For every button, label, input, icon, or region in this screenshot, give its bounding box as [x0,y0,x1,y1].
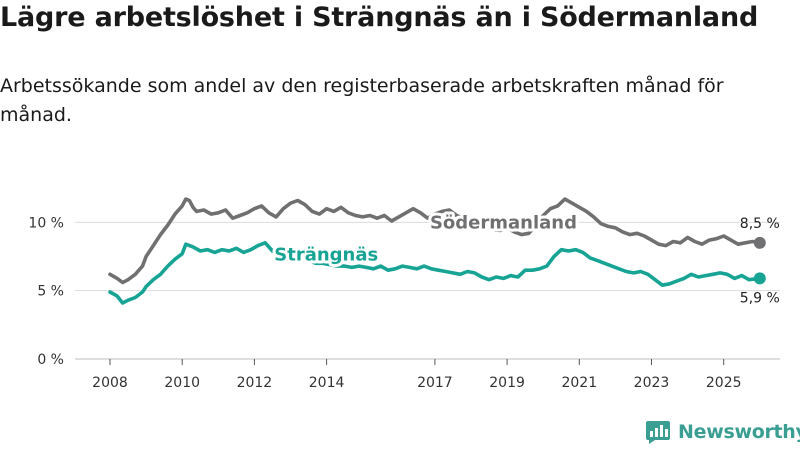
series-name-label-1: Strängnäs [274,244,378,265]
y-tick-label: 0 % [37,352,64,368]
y-tick-label: 5 % [37,284,64,300]
x-tick-label: 2023 [634,375,670,391]
brand-name: Newsworthy [678,421,800,443]
chart-subtitle: Arbetssökande som andel av den registerb… [0,75,724,126]
series-end-marker-1 [753,272,766,285]
y-axis-ticks: 0 % 5 % 10 % [28,215,64,368]
gridlines [75,221,780,360]
chart-title: Lägre arbetslöshet i Strängnäs än i Söde… [0,2,759,33]
series-labels: 8,5 % 5,9 % Södermanland Strängnäs [271,209,780,306]
newsworthy-icon [646,421,670,444]
x-axis-ticks: 2008 2010 2012 2014 2017 2019 2021 2023 2025 [92,359,742,391]
series-lines [108,197,766,305]
series-end-value-0: 8,5 % [740,216,780,232]
x-tick-label: 2025 [706,375,742,391]
y-tick-label: 10 % [28,215,64,231]
series-end-value-1: 5,9 % [740,290,780,306]
x-tick-label: 2012 [237,375,273,391]
series-end-marker-0 [753,236,766,249]
x-tick-label: 2021 [561,375,597,391]
series-line-0 [108,197,762,285]
x-tick-label: 2008 [92,375,128,391]
series-line-1 [108,241,762,305]
brand-logo: Newsworthy [645,419,800,445]
x-tick-label: 2017 [417,375,453,391]
series-name-label-0: Södermanland [430,212,577,233]
line-chart: 0 %5 %10 % 2008 2010 2012 2014 2017 2019 2021 2… [28,197,780,391]
x-tick-label: 2010 [164,375,200,391]
x-tick-label: 2014 [309,375,345,391]
x-tick-label: 2019 [489,375,525,391]
